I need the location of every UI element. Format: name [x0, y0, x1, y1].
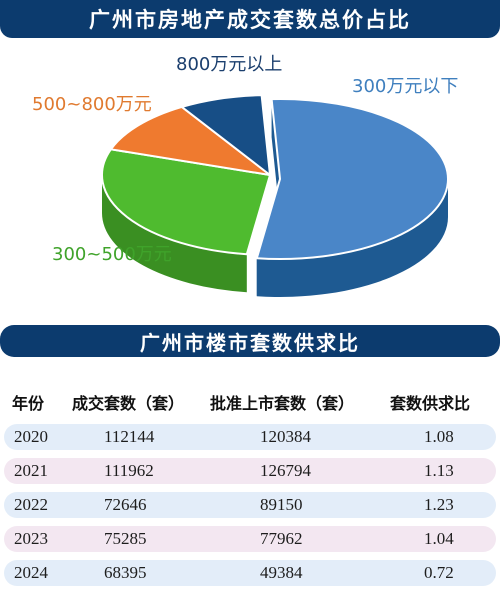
pie-slice-label: 300万元以下 — [352, 76, 458, 97]
table-title: 广州市楼市套数供求比 — [0, 325, 500, 357]
table-row: 2023 75285 77962 1.04 — [4, 526, 496, 552]
cell-deals: 112144 — [104, 427, 155, 446]
column-header-ratio: 套数供求比 — [390, 394, 471, 413]
cell-ratio: 1.23 — [424, 495, 454, 514]
cell-listed: 126794 — [260, 461, 311, 480]
cell-deals: 72646 — [104, 495, 147, 514]
pie-slice-label: 300~500万元 — [52, 244, 172, 265]
cell-year: 2024 — [14, 563, 48, 582]
cell-year: 2023 — [14, 529, 48, 548]
pie-slice-side — [102, 175, 247, 293]
pie-slice — [179, 94, 272, 178]
cell-year: 2020 — [14, 427, 48, 446]
cell-listed: 77962 — [260, 529, 303, 548]
column-header-listed: 批准上市套数（套） — [210, 394, 355, 413]
pie-slice-label: 500~800万元 — [32, 94, 152, 115]
pie-slice-label: 800万元以上 — [176, 54, 282, 75]
cell-listed: 120384 — [260, 427, 311, 446]
cell-ratio: 0.72 — [424, 563, 454, 582]
table-row: 2021 111962 126794 1.13 — [4, 458, 496, 484]
cell-listed: 89150 — [260, 495, 303, 514]
table-row: 2022 72646 89150 1.23 — [4, 492, 496, 518]
table-header: 年份 成交套数（套） 批准上市套数（套） 套数供求比 — [0, 386, 500, 416]
cell-deals: 111962 — [104, 461, 154, 480]
pie-chart: 300万元以下 300~500万元 500~800万元 800万元以上 — [32, 54, 458, 297]
cell-ratio: 1.04 — [424, 529, 454, 548]
cell-ratio: 1.08 — [424, 427, 454, 446]
cell-year: 2022 — [14, 495, 48, 514]
cell-year: 2021 — [14, 461, 48, 480]
cell-deals: 75285 — [104, 529, 147, 548]
pie-slice — [109, 105, 271, 176]
table-row: 2024 68395 49384 0.72 — [4, 560, 496, 586]
table-row: 2020 112144 120384 1.08 — [4, 424, 496, 450]
pie-slice — [101, 148, 272, 256]
cell-deals: 68395 — [104, 563, 147, 582]
cell-listed: 49384 — [260, 563, 303, 582]
column-header-deals: 成交套数（套） — [72, 394, 185, 413]
pie-slice — [255, 98, 449, 260]
cell-ratio: 1.13 — [424, 461, 454, 480]
column-header-year: 年份 — [12, 394, 45, 413]
pie-title: 广州市房地产成交套数总价占比 — [0, 0, 500, 38]
